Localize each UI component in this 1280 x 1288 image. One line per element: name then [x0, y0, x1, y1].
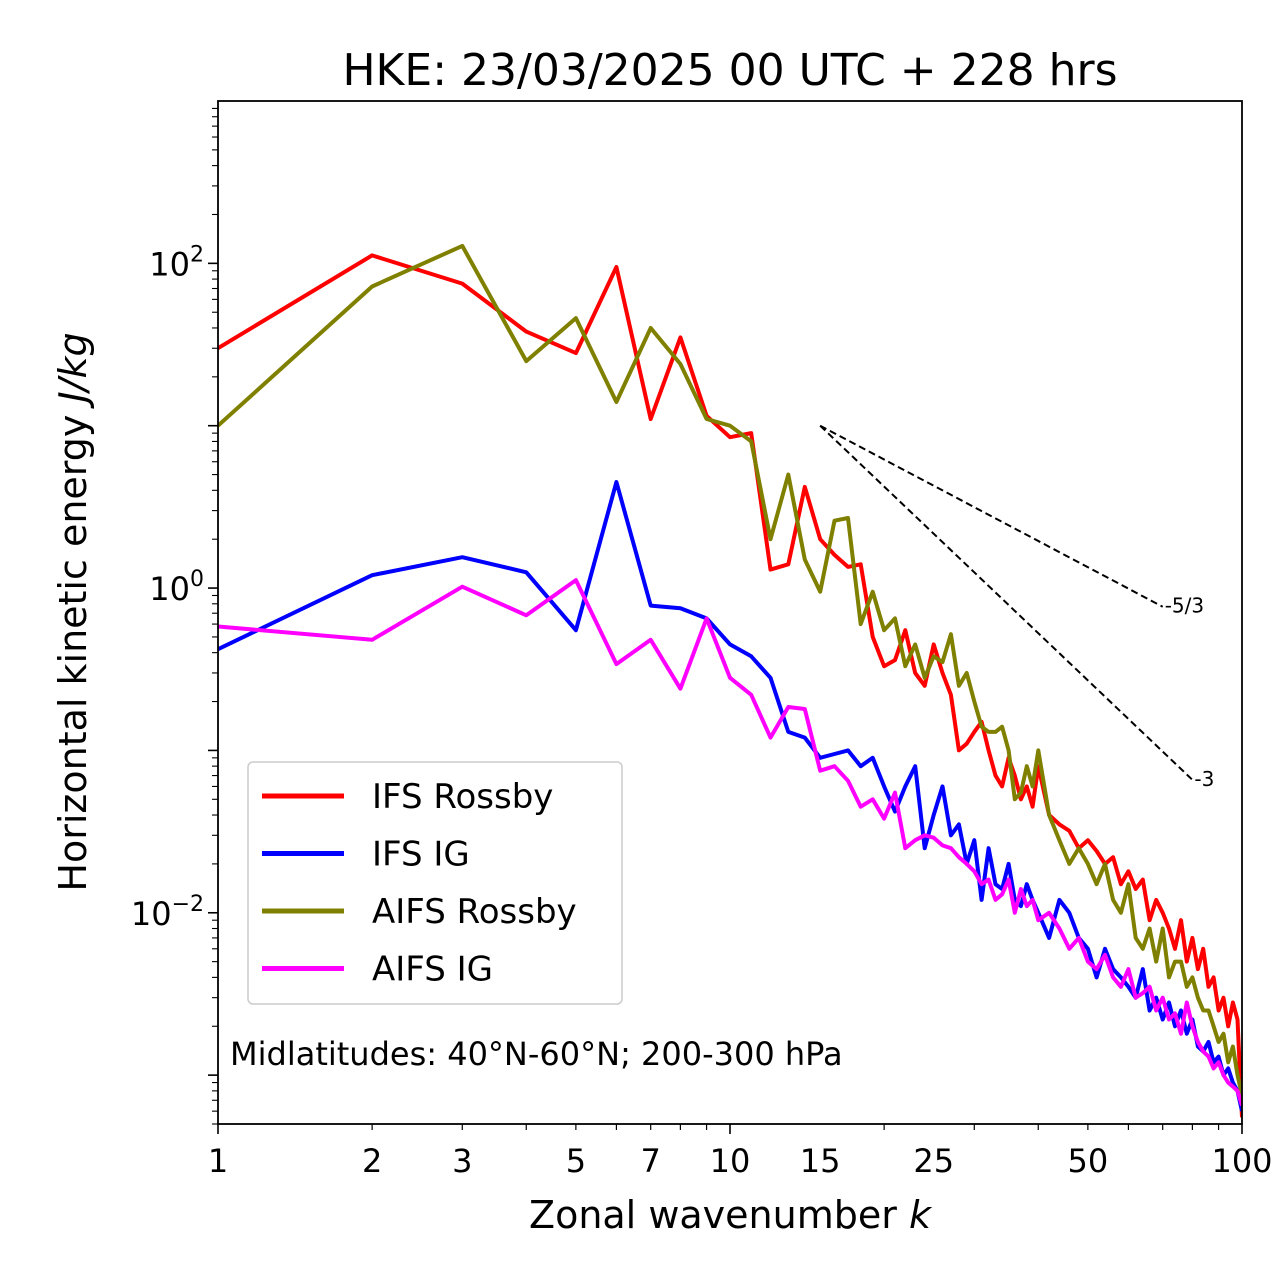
- reference-line-0: [819, 424, 1164, 608]
- chart-title: HKE: 23/03/2025 00 UTC + 228 hrs: [342, 45, 1117, 96]
- y-tick-exponent: −2: [172, 892, 204, 917]
- series-lines: [218, 243, 1242, 1118]
- x-tick-label: 3: [452, 1142, 472, 1180]
- x-tick-label: 15: [800, 1142, 841, 1180]
- y-tick-label: 10−2: [131, 892, 204, 933]
- reference-slopes: -5/3 -3: [819, 424, 1214, 791]
- legend-label-2: AIFS Rossby: [372, 892, 577, 932]
- legend-label-3: AIFS IG: [372, 950, 493, 990]
- x-tick-label: 50: [1068, 1142, 1109, 1180]
- reference-label-1: -3: [1194, 767, 1214, 791]
- y-tick-base: 10: [149, 570, 190, 608]
- series-line-3: [218, 578, 1242, 1107]
- x-tick-label: 5: [566, 1142, 586, 1180]
- region-annotation: Midlatitudes: 40°N-60°N; 200-300 hPa: [230, 1035, 843, 1073]
- x-tick-label: 10: [710, 1142, 751, 1180]
- x-tick-label: 7: [641, 1142, 661, 1180]
- y-tick-base: 10: [131, 895, 172, 933]
- legend-box: [247, 761, 623, 1005]
- x-tick-label: 2: [362, 1142, 382, 1180]
- x-tick-label: 1: [208, 1142, 228, 1180]
- y-axis-label: Horizontal kinetic energy J/kg: [51, 332, 95, 891]
- x-axis-label-var: k: [909, 1193, 933, 1237]
- series-line-2: [218, 243, 1242, 1096]
- x-axis-ticks: 1 2 3 5 7 10 15 25 50 100: [208, 1124, 1273, 1180]
- reference-line-1: [819, 424, 1194, 781]
- x-tick-label: 25: [913, 1142, 954, 1180]
- y-tick-exponent: 0: [190, 567, 204, 592]
- y-tick-label: 100: [149, 567, 204, 608]
- y-axis-label-text: Horizontal kinetic energy: [51, 403, 95, 892]
- x-axis-label-text: Zonal wavenumber: [529, 1193, 909, 1237]
- y-axis-label-unit: J/kg: [51, 332, 95, 409]
- legend: IFS Rossby IFS IG AIFS Rossby AIFS IG: [247, 761, 623, 1005]
- y-tick-exponent: 2: [190, 242, 204, 267]
- y-tick-base: 10: [149, 245, 190, 283]
- reference-label-0: -5/3: [1165, 594, 1204, 618]
- x-axis-label: Zonal wavenumber k: [529, 1193, 933, 1237]
- y-tick-label: 102: [149, 242, 204, 283]
- legend-label-1: IFS IG: [372, 835, 470, 875]
- x-tick-label: 100: [1211, 1142, 1272, 1180]
- legend-label-0: IFS Rossby: [372, 777, 553, 817]
